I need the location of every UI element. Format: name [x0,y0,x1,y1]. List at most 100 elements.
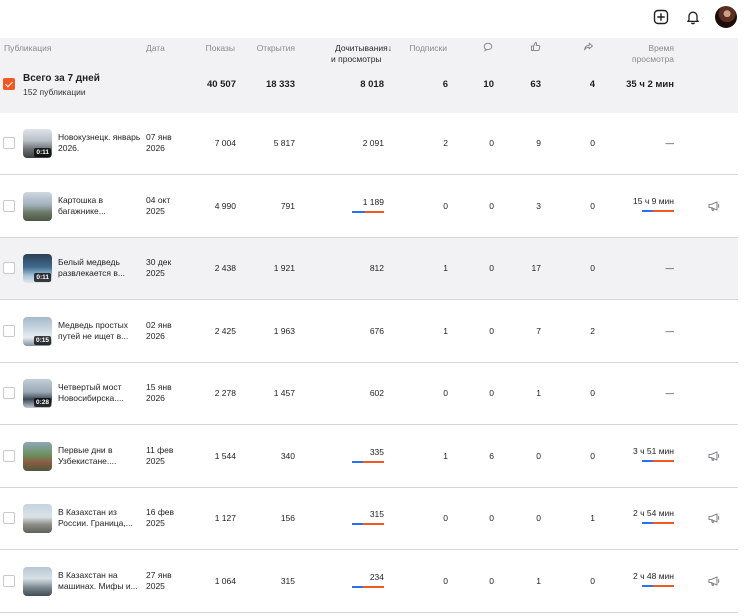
row-checkbox[interactable] [3,199,15,212]
post-thumbnail[interactable]: 0:15 [23,316,52,346]
row-checkbox[interactable] [3,387,15,399]
post-title[interactable]: Медведь простых путей не ищет в... [58,319,129,341]
subs-value: 0 [443,513,448,523]
table-row[interactable]: В Казахстан на машинах. Мифы и... 27 янв 2… [0,551,738,613]
comments-value: 0 [489,263,494,273]
summary-row: Всего за 7 дней 152 публикации 40 507 18… [0,70,738,113]
post-thumbnail[interactable]: 0:28 [23,379,52,408]
watch-time-bar [642,584,674,587]
row-checkbox[interactable] [3,262,15,274]
megaphone-icon[interactable] [707,511,721,525]
table-row[interactable]: В Казахстан из России. Граница,... 16 фев… [0,488,738,550]
video-duration: 0:11 [34,273,51,282]
post-date-year: 2026 [146,143,165,153]
comments-value: 0 [489,200,494,211]
row-checkbox[interactable] [3,324,15,337]
post-thumbnail[interactable] [23,504,52,533]
reads-ratio-bar [352,210,384,213]
post-thumbnail[interactable] [23,191,52,221]
watch-time-value: 3 ч 51 мин [633,445,674,456]
col-publication[interactable]: Публикация [4,43,52,53]
reads-ratio-bar-orange [363,460,384,463]
megaphone-icon[interactable] [707,449,721,463]
reads-value: 1 189 [362,196,384,207]
reposts-value: 0 [590,200,595,211]
megaphone-icon[interactable] [707,199,721,213]
views-value: 1 127 [214,513,236,523]
table-row[interactable]: Первые дни в Узбекистане.... 11 фев 2025 1 … [0,426,738,488]
bell-icon[interactable] [684,8,702,26]
col-date[interactable]: Дата [146,43,165,53]
post-title[interactable]: Первые дни в Узбекистане.... [58,444,117,466]
avatar[interactable] [715,6,737,28]
post-date: 07 янв 2026 [146,132,196,154]
post-title[interactable]: Новокузнецк. январь 2026. [58,132,141,153]
watch-time-value: 2 ч 54 мин [633,508,674,518]
video-duration: 0:11 [34,148,51,157]
post-thumbnail[interactable]: 0:11 [23,254,52,283]
summary-likes: 63 [530,79,541,90]
reads-ratio-bar-blue [352,585,363,588]
subs-value: 1 [443,450,448,461]
summary-subs: 6 [442,79,448,90]
row-checkbox[interactable] [3,512,15,524]
reads-ratio-bar [352,523,384,525]
reposts-value: 0 [590,263,595,273]
post-title[interactable]: В Казахстан на машинах. Мифы и... [58,569,138,591]
select-all-checkbox[interactable] [3,78,15,90]
opens-value: 156 [280,513,295,523]
post-date-year: 2025 [146,518,165,528]
col-subs[interactable]: Подписки [409,43,447,53]
row-checkbox[interactable] [3,137,15,149]
table-row[interactable]: 0:11 Новокузнецк. январь 2026. 07 янв 2026 7… [0,113,738,175]
post-date-day: 27 янв [146,569,172,580]
top-bar [0,0,748,36]
watch-time-value: 15 ч 9 мин [633,195,674,206]
opens-value: 340 [280,450,295,461]
post-title[interactable]: Четвертый мост Новосибирска.... [58,382,124,403]
row-checkbox[interactable] [3,574,15,587]
reads-ratio-bar-orange [365,210,384,213]
summary-subtitle: 152 публикации [23,87,86,97]
reads-ratio-bar [352,585,384,588]
post-date-year: 2025 [146,455,165,466]
table-row[interactable]: 0:28 Четвертый мост Новосибирска.... 15 ян… [0,363,738,425]
post-thumbnail[interactable] [23,441,52,471]
reposts-value: 0 [590,388,595,398]
summary-views: 40 507 [206,79,236,90]
summary-reposts: 4 [589,79,595,90]
post-date: 11 фев 2025 [146,445,196,467]
reads-value: 335 [369,446,384,457]
reads-value: 2 091 [362,138,384,148]
post-title[interactable]: Белый медведь развлекается в... [58,257,125,278]
thumbs-up-icon[interactable] [530,41,541,55]
post-date: 04 окт 2025 [146,195,196,217]
post-date-day: 30 дек [146,257,172,267]
post-thumbnail[interactable] [23,566,52,596]
likes-value: 0 [536,450,541,461]
col-opens[interactable]: Открытия [256,43,295,53]
reads-value: 812 [369,263,384,273]
megaphone-icon[interactable] [707,574,721,588]
post-date-year: 2026 [146,330,165,341]
table-row[interactable]: Картошка в багажнике... 04 окт 2025 4 990 79… [0,176,738,238]
post-date-year: 2025 [146,580,165,591]
table-row[interactable]: 0:11 Белый медведь развлекается в... 30 де… [0,238,738,300]
watch-time-value: — [665,388,675,398]
share-arrow-icon[interactable] [583,41,594,55]
opens-value: 791 [280,200,295,211]
post-date: 16 фев 2025 [146,507,196,529]
watch-time-bar [642,209,674,212]
col-readthrough[interactable]: Дочитывания↓ и просмотры [310,43,392,65]
post-title[interactable]: В Казахстан из России. Граница,... [58,507,133,528]
post-title[interactable]: Картошка в багажнике... [58,194,106,216]
comment-bubble-icon[interactable] [483,42,493,55]
row-checkbox[interactable] [3,449,15,462]
watch-time-value: — [665,263,675,273]
add-post-icon[interactable] [652,8,670,26]
post-thumbnail[interactable]: 0:11 [23,129,52,158]
col-watch-time[interactable]: Время просмотра [610,43,674,65]
table-row[interactable]: 0:15 Медведь простых путей не ищет в... 02… [0,301,738,363]
col-views[interactable]: Показы [205,43,235,53]
subs-value: 0 [443,200,448,211]
